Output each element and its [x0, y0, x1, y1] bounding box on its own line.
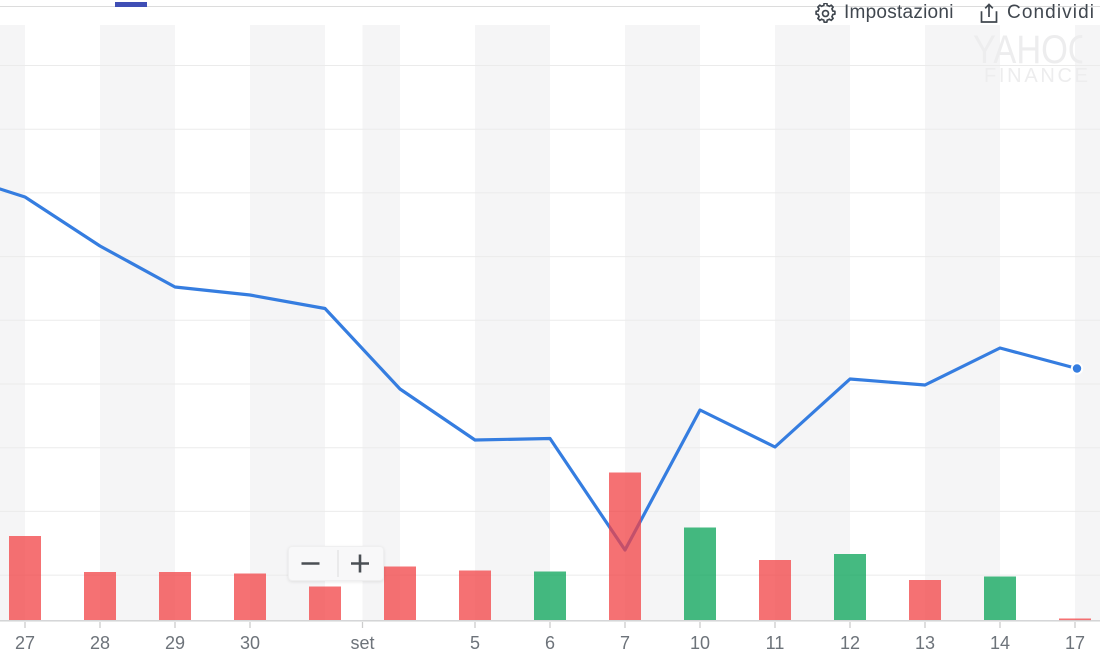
svg-text:11: 11	[766, 633, 785, 653]
svg-text:27: 27	[15, 633, 35, 653]
svg-text:set: set	[350, 633, 374, 653]
svg-text:30: 30	[240, 633, 260, 653]
svg-text:5: 5	[470, 633, 480, 653]
svg-text:7: 7	[620, 633, 630, 653]
svg-text:10: 10	[690, 633, 710, 653]
svg-text:6: 6	[545, 633, 555, 653]
svg-text:14: 14	[990, 633, 1010, 653]
svg-text:28: 28	[90, 633, 110, 653]
svg-text:12: 12	[840, 633, 860, 653]
svg-text:13: 13	[915, 633, 935, 653]
svg-text:29: 29	[165, 633, 185, 653]
svg-text:17: 17	[1065, 633, 1085, 653]
